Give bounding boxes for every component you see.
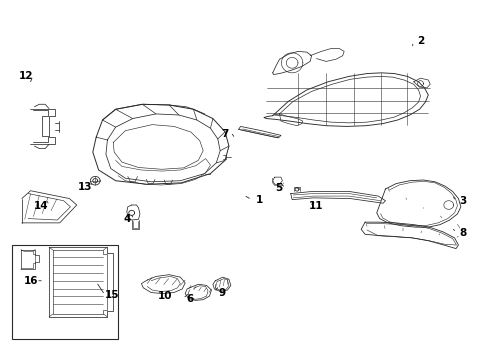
Text: 8: 8 (459, 228, 466, 238)
Text: 3: 3 (459, 197, 466, 206)
Text: 7: 7 (221, 129, 228, 139)
Text: 11: 11 (308, 201, 323, 211)
Text: 6: 6 (186, 294, 193, 303)
Text: 14: 14 (34, 201, 48, 211)
Text: 5: 5 (274, 183, 282, 193)
Text: 10: 10 (157, 291, 172, 301)
Text: 2: 2 (416, 36, 423, 46)
Text: 1: 1 (255, 195, 262, 204)
Text: 15: 15 (105, 290, 119, 300)
Text: 12: 12 (19, 71, 33, 81)
Text: 4: 4 (123, 214, 130, 224)
Bar (12, 246, 118, 339)
Text: 9: 9 (218, 288, 225, 297)
Text: 13: 13 (78, 182, 92, 192)
Text: 16: 16 (24, 276, 39, 286)
